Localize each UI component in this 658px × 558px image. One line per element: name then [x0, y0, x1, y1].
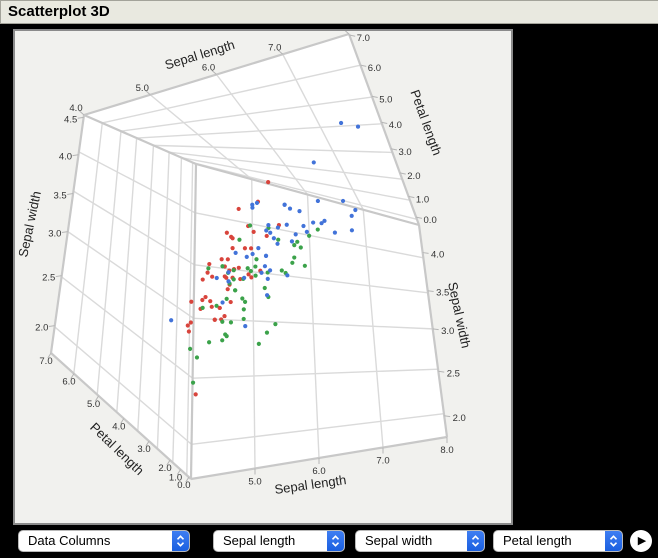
svg-text:Sepal width: Sepal width — [15, 190, 44, 259]
svg-text:7.0: 7.0 — [39, 356, 52, 367]
data-columns-select[interactable]: Data Columns — [18, 530, 190, 552]
data-columns-select-value: Data Columns — [28, 533, 111, 548]
svg-text:4.0: 4.0 — [69, 103, 82, 114]
svg-text:8.0: 8.0 — [334, 31, 347, 33]
svg-text:2.0: 2.0 — [35, 323, 48, 334]
svg-text:Sepal width: Sepal width — [445, 281, 474, 350]
play-button[interactable]: ▶ — [630, 530, 652, 552]
svg-text:2.0: 2.0 — [158, 463, 171, 474]
svg-text:8.0: 8.0 — [440, 445, 453, 456]
svg-text:6.0: 6.0 — [202, 63, 215, 74]
svg-text:1.0: 1.0 — [416, 194, 429, 205]
svg-text:3.0: 3.0 — [137, 444, 150, 455]
svg-text:3.0: 3.0 — [441, 326, 454, 337]
svg-text:0.0: 0.0 — [177, 480, 190, 491]
z-column-select[interactable]: Petal length — [493, 530, 623, 552]
svg-text:7.0: 7.0 — [357, 33, 370, 44]
svg-text:7.0: 7.0 — [268, 42, 281, 53]
svg-text:4.0: 4.0 — [59, 152, 72, 163]
y-column-select-value: Sepal width — [365, 533, 433, 548]
svg-text:4.0: 4.0 — [112, 422, 125, 433]
svg-text:2.0: 2.0 — [407, 171, 420, 182]
scatter3d-canvas[interactable]: 4.05.06.07.08.07.06.05.04.03.02.01.00.04… — [15, 31, 511, 523]
z-column-select-value: Petal length — [503, 533, 572, 548]
svg-text:1.0: 1.0 — [169, 473, 182, 484]
svg-text:3.5: 3.5 — [54, 191, 67, 202]
svg-text:6.0: 6.0 — [312, 466, 325, 477]
svg-text:3.0: 3.0 — [398, 147, 411, 158]
window-title: Scatterplot 3D — [8, 3, 110, 20]
svg-text:0.0: 0.0 — [424, 215, 437, 226]
chevron-up-down-icon — [467, 531, 484, 551]
y-column-select[interactable]: Sepal width — [355, 530, 485, 552]
svg-text:2.5: 2.5 — [42, 273, 55, 284]
svg-text:5.0: 5.0 — [136, 83, 149, 94]
svg-text:Sepal length: Sepal length — [163, 37, 237, 72]
x-column-select[interactable]: Sepal length — [213, 530, 345, 552]
svg-text:6.0: 6.0 — [62, 377, 75, 388]
svg-text:2.5: 2.5 — [447, 368, 460, 379]
controls-bar: Data Columns Sepal length Sepal width Pe… — [0, 526, 658, 558]
chevron-up-down-icon — [605, 531, 622, 551]
svg-text:6.0: 6.0 — [368, 63, 381, 74]
chevron-up-down-icon — [327, 531, 344, 551]
svg-text:4.0: 4.0 — [431, 250, 444, 261]
svg-text:5.0: 5.0 — [248, 477, 261, 488]
svg-text:4.0: 4.0 — [389, 120, 402, 131]
x-column-select-value: Sepal length — [223, 533, 296, 548]
svg-text:2.0: 2.0 — [453, 413, 466, 424]
scatterplot-3d-panel: 4.05.06.07.08.07.06.05.04.03.02.01.00.04… — [13, 29, 513, 525]
window-title-bar: Scatterplot 3D — [0, 0, 658, 24]
svg-text:4.5: 4.5 — [64, 114, 77, 125]
chevron-up-down-icon — [172, 531, 189, 551]
svg-text:5.0: 5.0 — [379, 94, 392, 105]
svg-text:Sepal length: Sepal length — [274, 472, 348, 497]
svg-text:5.0: 5.0 — [87, 399, 100, 410]
svg-text:3.0: 3.0 — [48, 229, 61, 240]
svg-text:Petal length: Petal length — [407, 88, 445, 158]
svg-text:7.0: 7.0 — [376, 456, 389, 467]
play-icon: ▶ — [637, 534, 647, 547]
svg-text:3.5: 3.5 — [436, 288, 449, 299]
